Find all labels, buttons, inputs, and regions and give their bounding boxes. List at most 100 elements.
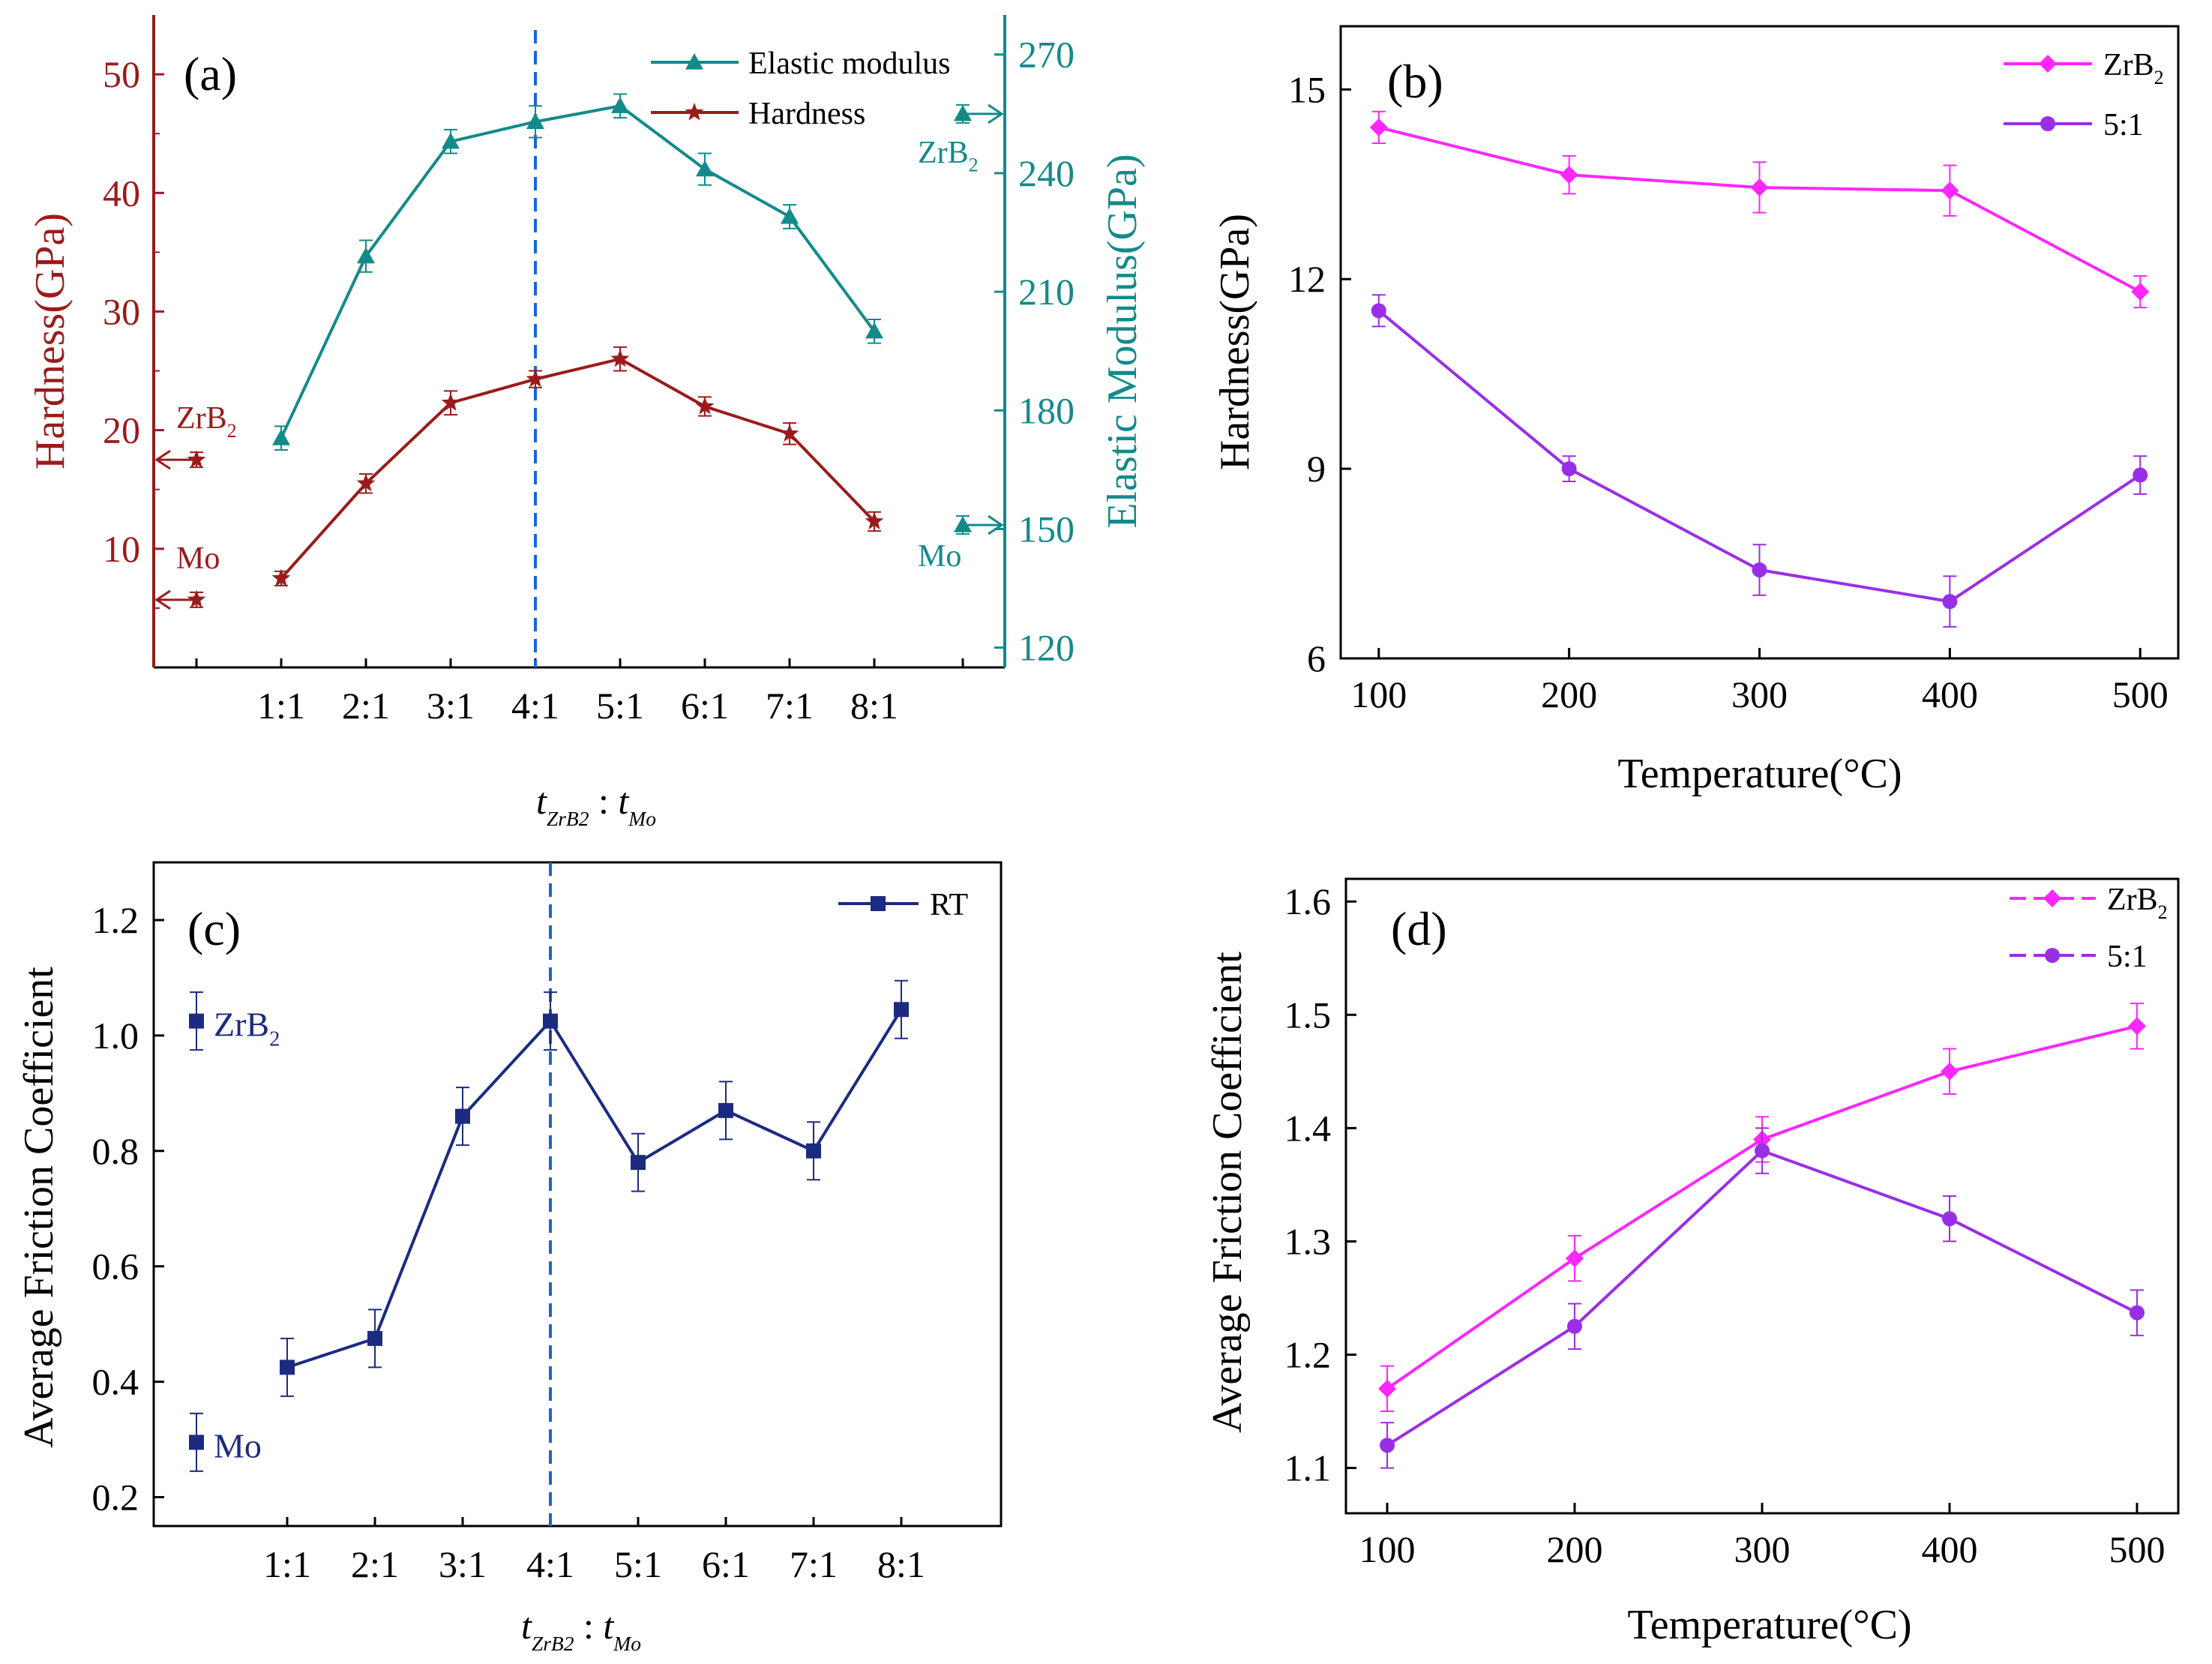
right-tick-label: 270 [1018, 34, 1075, 76]
x-tick-label: 5:1 [596, 685, 644, 727]
data-point [1941, 181, 1959, 200]
data-point [2130, 1305, 2145, 1321]
data-point [543, 1013, 558, 1029]
panel-d: 1.1 1.2 1.3 1.4 1.5 1.6 100 200 300 400 500 (d) Aver… [1204, 877, 2180, 1648]
reference-arrowhead [988, 514, 1004, 535]
y-axis-label: Average Friction Coefficient [1204, 952, 1251, 1433]
left-tick-label: 10 [103, 528, 140, 570]
y-tick-label: 0.2 [92, 1477, 139, 1519]
data-point [1942, 594, 1958, 610]
series-line [1386, 1149, 2138, 1447]
x-tick-label: 1:1 [263, 1543, 311, 1585]
legend-label: Hardness [748, 97, 865, 131]
x-tick-label: 5:1 [614, 1543, 662, 1585]
x-axis-label: Temperature(°C) [1617, 751, 1902, 797]
x-tick-label: 400 [1922, 673, 1978, 715]
legend-label: ZrB2 [2107, 883, 2168, 923]
reference-label: Mo [918, 539, 961, 574]
y-axis-label: Average Friction Coefficient [16, 967, 62, 1448]
x-axis-label: tZrB2 : tMo [536, 780, 656, 830]
data-point [1752, 562, 1767, 577]
left-tick-label: 30 [103, 290, 140, 332]
panel-b: 6 9 12 15 100 200 300 400 500 (b) Hardness(GPa) Tem… [1212, 25, 2180, 797]
data-point [357, 247, 375, 264]
y-tick-label: 0.8 [92, 1130, 139, 1172]
y-tick-label: 9 [1307, 448, 1326, 490]
left-tick-label: 50 [103, 53, 140, 95]
data-point [780, 424, 799, 442]
series-line [280, 104, 876, 439]
data-point [1755, 1143, 1770, 1159]
reference-label: ZrB2 [918, 136, 979, 176]
panel-label: (b) [1387, 55, 1443, 108]
series-line [1386, 1024, 2138, 1390]
x-tick-label: 3:1 [427, 685, 475, 727]
legend-marker [2039, 55, 2057, 73]
y-tick-label: 1.0 [92, 1015, 139, 1057]
right-tick-label: 120 [1018, 627, 1075, 669]
reference-label: ZrB2 [176, 401, 237, 442]
reference-label: Mo [214, 1426, 262, 1465]
data-point [1942, 1211, 1957, 1227]
legend: RT [838, 888, 968, 922]
reference-point [189, 1435, 204, 1450]
data-point [1566, 1249, 1584, 1268]
data-point [271, 568, 291, 586]
panel-label: (d) [1391, 902, 1447, 955]
data-point [696, 160, 714, 177]
data-point [1750, 178, 1769, 196]
x-axis-label: tZrB2 : tMo [521, 1605, 641, 1655]
legend-marker [2045, 948, 2060, 963]
x-tick-label: 100 [1350, 673, 1407, 715]
data-point [441, 393, 460, 411]
left-tick-label: 40 [103, 172, 140, 214]
reference-label: Mo [176, 541, 220, 576]
y-tick-label: 0.6 [92, 1246, 139, 1288]
series-triangle [272, 93, 883, 451]
data-point [2128, 1017, 2146, 1036]
y-tick-label: 1.5 [1284, 994, 1332, 1036]
y-tick-label: 1.2 [92, 899, 139, 941]
series-line [286, 1009, 903, 1369]
x-tick-label: 8:1 [877, 1543, 925, 1585]
x-tick-label: 100 [1359, 1528, 1416, 1570]
series-circle [1371, 294, 2148, 628]
y-tick-label: 0.4 [92, 1361, 139, 1403]
x-tick-label: 7:1 [766, 685, 814, 727]
data-point [442, 132, 460, 149]
x-tick-label: 500 [2112, 673, 2169, 715]
data-point [455, 1108, 470, 1124]
legend-marker [685, 103, 704, 121]
x-tick-label: 4:1 [526, 1543, 574, 1585]
data-point [2131, 283, 2150, 301]
legend: ZrB2 5:1 [2004, 48, 2164, 142]
x-tick-label: 500 [2109, 1528, 2166, 1570]
right-tick-label: 180 [1018, 389, 1075, 431]
data-point [1941, 1062, 1959, 1081]
legend: Elastic modulus Hardness [651, 46, 950, 131]
right-tick-label: 240 [1018, 152, 1075, 194]
data-point [1369, 118, 1388, 136]
reference-label: ZrB2 [214, 1006, 280, 1051]
data-point [1371, 303, 1386, 319]
x-tick-label: 2:1 [342, 685, 390, 727]
y-tick-label: 1.6 [1284, 880, 1332, 922]
x-tick-label: 3:1 [439, 1543, 487, 1585]
y-tick-label: 15 [1288, 68, 1326, 110]
y-tick-label: 1.2 [1284, 1334, 1332, 1376]
x-tick-label: 300 [1734, 1528, 1791, 1570]
x-tick-label: 2:1 [351, 1543, 399, 1585]
legend-marker [2043, 889, 2061, 907]
right-tick-label: 210 [1018, 271, 1075, 313]
data-point [1561, 461, 1577, 477]
x-tick-label: 400 [1922, 1528, 1978, 1570]
x-tick-label: 200 [1547, 1528, 1603, 1570]
data-point [1567, 1318, 1582, 1334]
legend-label: Elastic modulus [748, 46, 950, 81]
data-point [2133, 467, 2148, 483]
x-tick-label: 7:1 [790, 1543, 838, 1585]
data-point [894, 1002, 909, 1018]
y-tick-label: 1.3 [1284, 1220, 1332, 1262]
y-tick-label: 6 [1307, 637, 1326, 679]
panel-a: 10 20 30 40 50 120 150 180 210 240 270 1:1 2:1 3:1 4:1… [27, 15, 1146, 830]
